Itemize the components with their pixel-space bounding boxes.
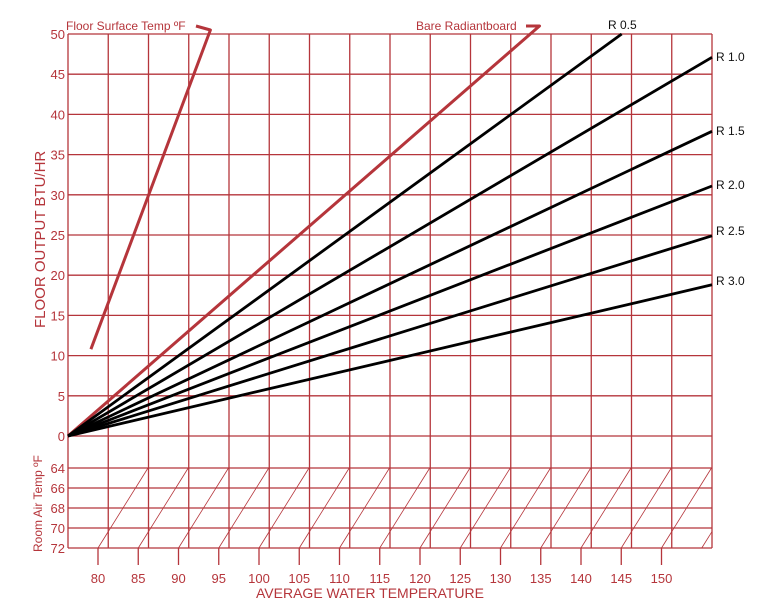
room-air-diagonal bbox=[459, 467, 511, 549]
series-line-r-3-0 bbox=[67, 283, 713, 438]
room-air-tick-label: 68 bbox=[51, 501, 65, 516]
y-tick-label: 20 bbox=[51, 268, 65, 283]
x-tick-label: 105 bbox=[288, 571, 310, 586]
room-air-grid bbox=[68, 467, 713, 549]
y-tick-label: 5 bbox=[58, 389, 65, 404]
room-air-diagonal bbox=[701, 531, 713, 549]
x-tick-label: 150 bbox=[651, 571, 673, 586]
x-tick-label: 100 bbox=[248, 571, 270, 586]
x-tick-label: 90 bbox=[171, 571, 185, 586]
x-tick-label: 80 bbox=[91, 571, 105, 586]
y-tick-label: 45 bbox=[51, 67, 65, 82]
x-axis-title: AVERAGE WATER TEMPERATURE bbox=[256, 585, 484, 601]
series-line-r-0-5 bbox=[67, 32, 623, 438]
x-tick-label: 135 bbox=[530, 571, 552, 586]
room-air-diagonal bbox=[580, 467, 632, 549]
room-air-tick-label: 64 bbox=[51, 461, 65, 476]
y-tick-label: 50 bbox=[51, 27, 65, 42]
series-lines bbox=[67, 24, 713, 438]
y-tick-label: 40 bbox=[51, 107, 65, 122]
r25-label: R 2.5 bbox=[716, 224, 745, 238]
room-air-diagonal bbox=[178, 467, 229, 549]
series-line-r-1-0 bbox=[67, 56, 713, 438]
r15-label: R 1.5 bbox=[716, 124, 745, 138]
room-air-diagonal bbox=[97, 467, 149, 549]
x-tick-label: 130 bbox=[490, 571, 512, 586]
x-tick-label: 85 bbox=[131, 571, 145, 586]
x-axis-ticks: 80 85 90 95 100 105 110 115 120 125 130 135 140 145 15… bbox=[91, 548, 673, 586]
series-line-r-1-5 bbox=[67, 130, 713, 438]
x-tick-label: 145 bbox=[610, 571, 632, 586]
x-tick-label: 125 bbox=[449, 571, 471, 586]
room-air-diagonal bbox=[500, 467, 551, 549]
r30-label: R 3.0 bbox=[716, 274, 745, 288]
room-air-diagonal bbox=[298, 467, 350, 549]
room-air-diagonal bbox=[339, 467, 390, 549]
room-air-diagonal bbox=[540, 467, 592, 549]
room-air-diagonal bbox=[661, 467, 712, 549]
x-tick-label: 120 bbox=[409, 571, 431, 586]
bare-radiantboard-label: Bare Radiantboard bbox=[416, 19, 517, 33]
y-axis-ticks: 0 5 10 15 20 25 30 35 40 45 50 bbox=[51, 27, 65, 444]
room-air-diagonal bbox=[379, 467, 431, 549]
room-air-diagonal bbox=[137, 467, 189, 549]
x-tick-label: 115 bbox=[369, 571, 390, 586]
room-air-tick-label: 72 bbox=[51, 541, 65, 556]
x-tick-label: 140 bbox=[570, 571, 592, 586]
r05-label: R 0.5 bbox=[608, 18, 637, 32]
room-air-axis-title: Room Air Temp ºF bbox=[31, 455, 45, 552]
room-air-ticks: 64 66 68 70 72 bbox=[51, 461, 65, 556]
x-tick-label: 95 bbox=[212, 571, 226, 586]
room-air-diagonal bbox=[620, 467, 672, 549]
plot-grid bbox=[67, 33, 713, 548]
floor-surface-label: Floor Surface Temp ºF bbox=[66, 19, 186, 33]
y-tick-label: 35 bbox=[51, 148, 65, 163]
room-air-diagonal bbox=[258, 467, 310, 549]
y-tick-label: 10 bbox=[51, 349, 65, 364]
y-tick-label: 30 bbox=[51, 188, 65, 203]
room-air-tick-label: 66 bbox=[51, 481, 65, 496]
y-tick-label: 25 bbox=[51, 228, 65, 243]
series-line-r-2-0 bbox=[67, 184, 713, 438]
r20-label: R 2.0 bbox=[716, 178, 745, 192]
series-line-floor-surface-temp-f bbox=[89, 24, 212, 350]
y-tick-label: 0 bbox=[58, 429, 65, 444]
r10-label: R 1.0 bbox=[716, 50, 745, 64]
y-axis-title: FLOOR OUTPUT BTU/HR bbox=[32, 151, 49, 328]
room-air-diagonal bbox=[218, 467, 270, 549]
room-air-diagonal bbox=[419, 467, 471, 549]
x-tick-label: 110 bbox=[329, 571, 350, 586]
series-line-r-2-5 bbox=[67, 234, 713, 438]
room-air-tick-label: 70 bbox=[51, 521, 65, 536]
y-tick-label: 15 bbox=[51, 308, 65, 323]
series-line-bare-radiantboard bbox=[67, 24, 541, 438]
